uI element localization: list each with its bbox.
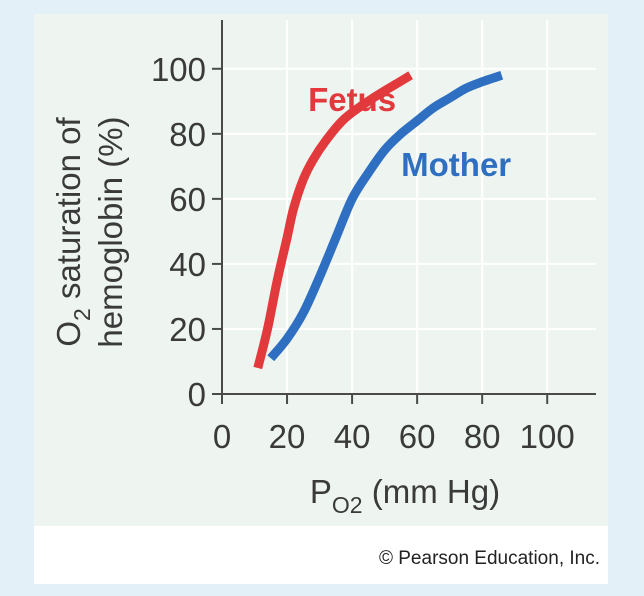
x-tick-label-80: 80 xyxy=(464,418,501,455)
copyright-credit: © Pearson Education, Inc. xyxy=(378,548,600,569)
y-tick-label-100: 100 xyxy=(151,51,206,88)
x-axis-title: PO2 (mm Hg) xyxy=(310,473,500,518)
x-tick-label-20: 20 xyxy=(269,418,306,455)
series-group xyxy=(253,71,504,370)
series-line-mother xyxy=(267,71,504,362)
axes xyxy=(221,20,596,395)
y-axis-title-line1: O2 saturation of xyxy=(50,117,95,347)
y-tick-label-40: 40 xyxy=(169,246,206,283)
ticks: 0 20 40 60 80 100 0 20 40 60 80 100 xyxy=(151,51,575,455)
chart-frame xyxy=(34,14,608,584)
series-line-fetus xyxy=(253,71,413,370)
y-tick-label-20: 20 xyxy=(169,311,206,348)
y-tick-label-80: 80 xyxy=(169,116,206,153)
series-label-mother: Mother xyxy=(401,146,511,183)
y-axis-title: O2 saturation of hemoglobin (%) xyxy=(50,116,129,347)
axis-titles: PO2 (mm Hg) O2 saturation of hemoglobin (%… xyxy=(50,116,500,518)
credit-bar: © Pearson Education, Inc. xyxy=(34,526,608,584)
y-tick-label-0: 0 xyxy=(188,376,206,413)
x-tick-label-40: 40 xyxy=(334,418,371,455)
x-tick-label-100: 100 xyxy=(520,418,575,455)
y-axis-title-line2: hemoglobin (%) xyxy=(92,116,129,347)
y-tick-label-60: 60 xyxy=(169,181,206,218)
x-tick-label-60: 60 xyxy=(399,418,436,455)
x-tick-label-0: 0 xyxy=(213,418,231,455)
series-label-fetus: Fetus xyxy=(308,81,396,118)
